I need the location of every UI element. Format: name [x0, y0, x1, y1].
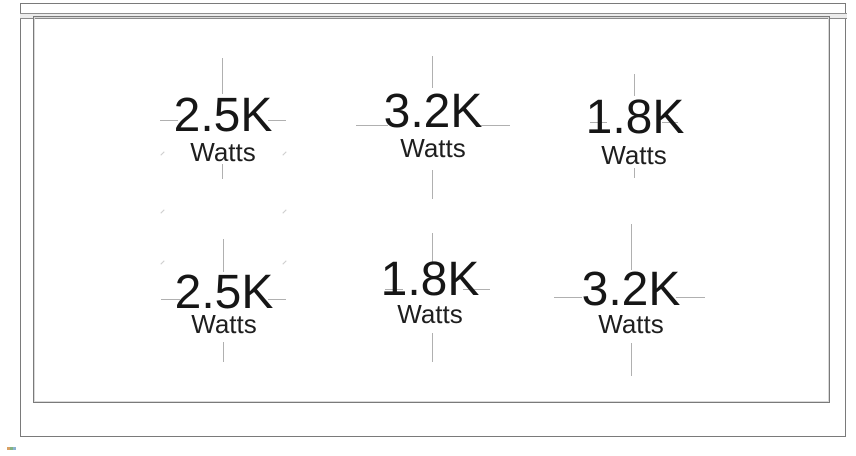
crosshair-line-right	[268, 299, 286, 300]
crosshair-line-top	[432, 56, 433, 88]
crosshair-line-bottom	[432, 333, 433, 362]
crosshair-line-bottom	[222, 164, 223, 179]
crosshair-line-right	[662, 122, 678, 123]
corner-artifact-mark	[7, 447, 16, 450]
burner-power-label: 2.5K	[174, 266, 274, 319]
burner-unit-label: Watts	[190, 137, 256, 167]
burner-unit-label: Watts	[191, 309, 257, 339]
crosshair-line-right	[676, 297, 705, 298]
crosshair-line-top	[634, 74, 635, 96]
crosshair-line-top	[432, 233, 433, 262]
cooktop-outer-edge	[20, 3, 846, 437]
crosshair-line-bottom	[634, 168, 635, 178]
burner-unit-label: Watts	[400, 133, 466, 163]
burner-unit-label: Watts	[397, 299, 463, 329]
crosshair-line-right	[478, 125, 510, 126]
crosshair-line-bottom	[223, 342, 224, 362]
crosshair-line-right	[268, 120, 286, 121]
crosshair-line-left	[161, 299, 180, 300]
crosshair-line-top	[223, 239, 224, 272]
burner-unit-label: Watts	[598, 309, 664, 339]
burner-power-label: 1.8K	[380, 253, 480, 306]
crosshair-line-bottom	[432, 170, 433, 199]
crosshair-line-bottom	[631, 343, 632, 376]
crosshair-line-left	[554, 297, 582, 298]
crosshair-line-left	[590, 122, 607, 123]
burner-power-label: 2.5K	[173, 89, 273, 142]
crosshair-line-top	[222, 58, 223, 94]
crosshair-line-right	[463, 289, 490, 290]
crosshair-line-left	[356, 125, 388, 126]
cooktop-glass-surface	[33, 16, 830, 403]
crosshair-line-top	[631, 224, 632, 270]
burner-power-label: 3.2K	[383, 85, 483, 138]
burner-unit-label: Watts	[601, 140, 667, 170]
crosshair-line-left	[385, 289, 403, 290]
crosshair-line-left	[160, 120, 178, 121]
burner-power-label: 3.2K	[581, 263, 681, 316]
burner-power-label: 1.8K	[585, 91, 685, 144]
